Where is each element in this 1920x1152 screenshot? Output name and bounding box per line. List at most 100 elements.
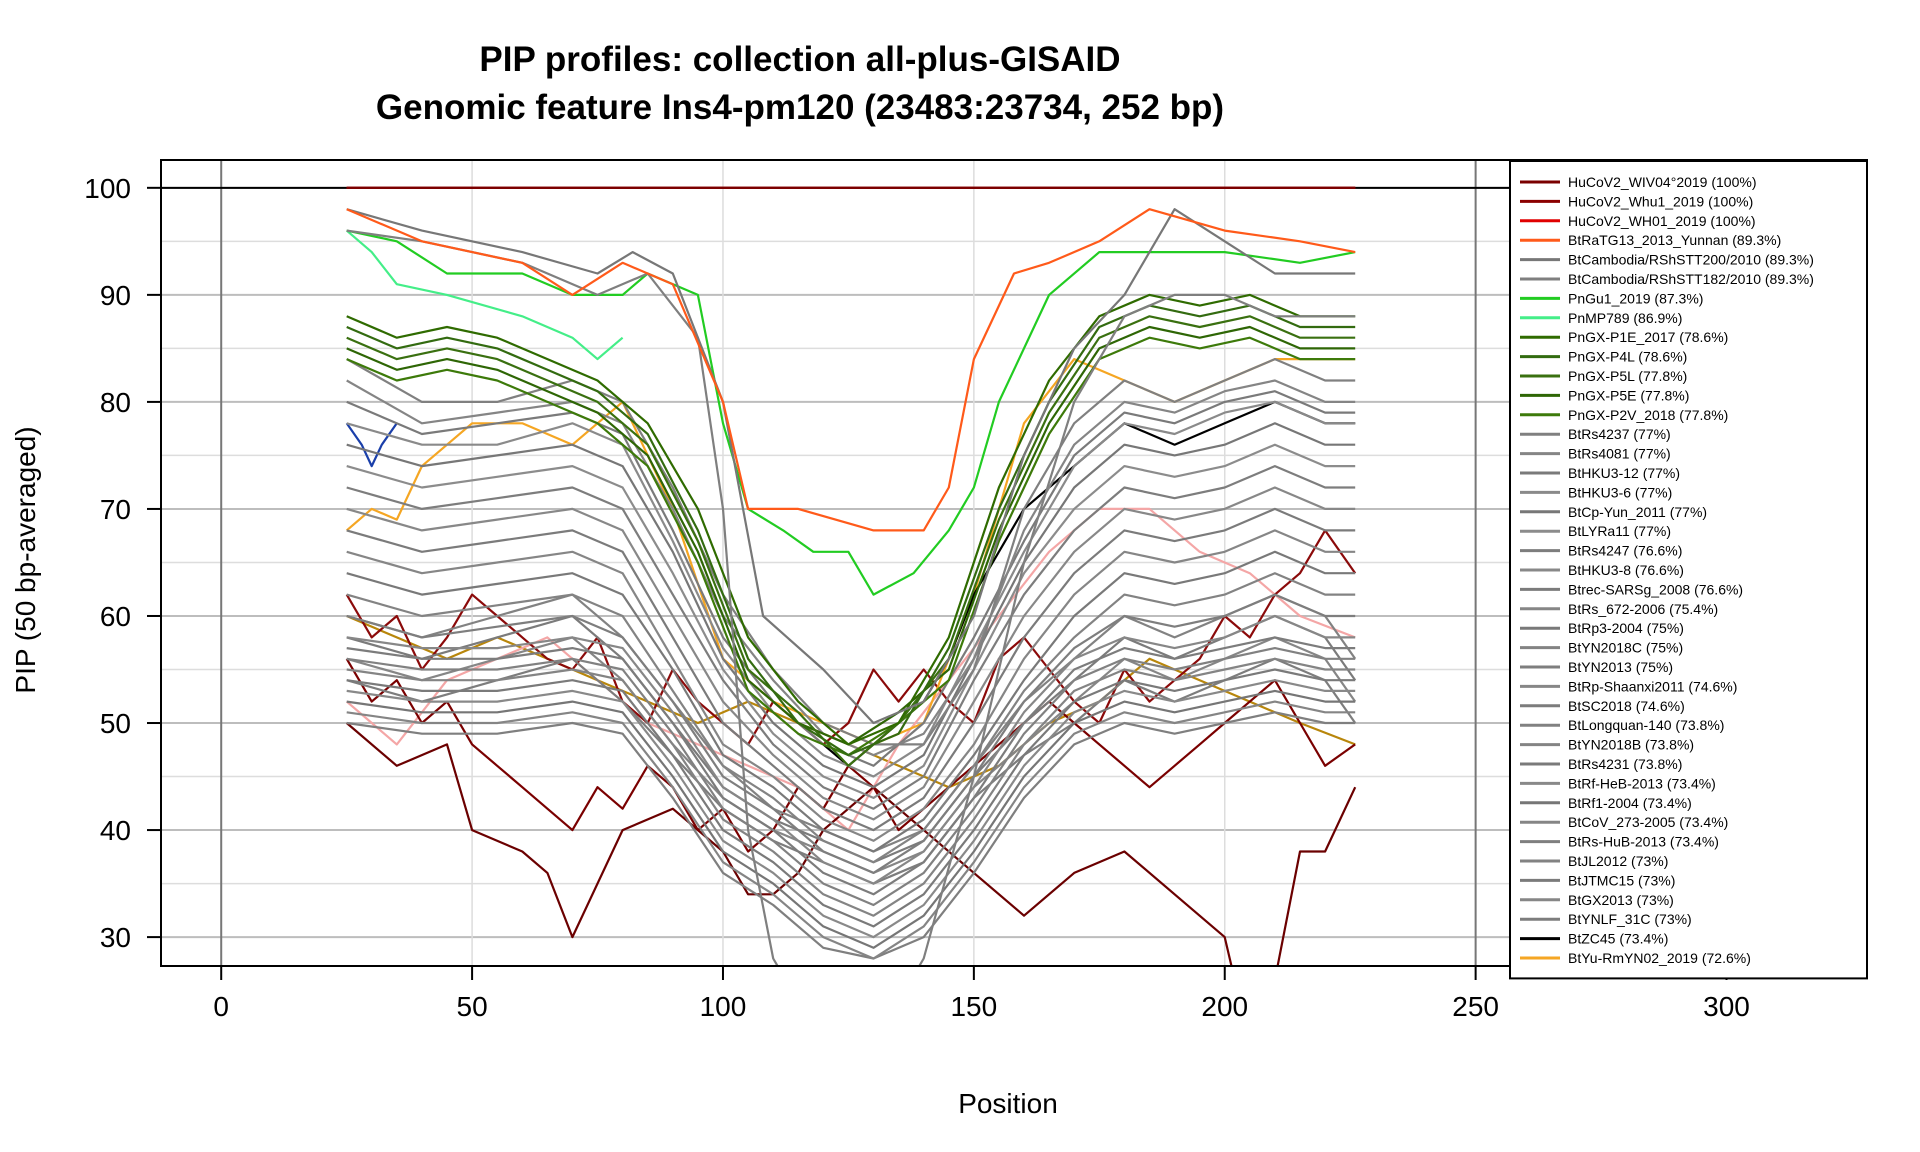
- legend-label: BtJL2012 (73%): [1568, 853, 1668, 869]
- legend-label: BtZC45 (73.4%): [1568, 931, 1668, 947]
- legend-label: BtRf-HeB-2013 (73.4%): [1568, 775, 1716, 791]
- legend-label: BtRp3-2004 (75%): [1568, 620, 1684, 636]
- legend-label: BtHKU3-8 (76.6%): [1568, 562, 1684, 578]
- series-line: [346, 700, 1356, 960]
- series-line: [346, 465, 1356, 810]
- legend-label: BtJTMC15 (73%): [1568, 872, 1675, 888]
- series-line: [346, 593, 1356, 875]
- legend-label: PnMP789 (86.9%): [1568, 310, 1682, 326]
- legend-label: BtHKU3-6 (77%): [1568, 484, 1672, 500]
- x-tick-label: 50: [457, 991, 488, 1022]
- chart-subtitle: Genomic feature Ins4-pm120 (23483:23734,…: [376, 88, 1224, 127]
- series-line: [346, 668, 1356, 928]
- legend-label: BtCp-Yun_2011 (77%): [1568, 504, 1707, 520]
- legend-label: BtYN2013 (75%): [1568, 659, 1673, 675]
- x-axis: 0 50 100 150 200 250 300: [213, 966, 1750, 1022]
- x-tick-label: 200: [1201, 991, 1248, 1022]
- legend-label: BtRs-HuB-2013 (73.4%): [1568, 834, 1719, 850]
- legend-label: BtYu-RmYN02_2019 (72.6%): [1568, 950, 1751, 966]
- y-tick-label: 30: [100, 922, 131, 953]
- series-line: [346, 507, 1356, 832]
- series-line: [346, 593, 1357, 853]
- series-line: [346, 657, 1357, 885]
- y-tick-label: 60: [100, 601, 131, 632]
- series-line: [345, 422, 398, 468]
- series-line: [345, 358, 1356, 746]
- series-line: [346, 636, 1357, 875]
- legend-label: HuCoV2_Whu1_2019 (100%): [1568, 193, 1753, 209]
- legend-label: BtSC2018 (74.6%): [1568, 698, 1685, 714]
- series-line: [346, 208, 1356, 725]
- series-line: [346, 550, 1356, 853]
- y-tick-label: 100: [84, 173, 131, 204]
- series-line: [346, 229, 1356, 966]
- series-line: [346, 689, 1356, 949]
- series-line: [346, 358, 1356, 746]
- legend-label: BtYN2018B (73.8%): [1568, 737, 1694, 753]
- series-line: [346, 315, 1356, 767]
- legend-label: BtYNLF_31C (73%): [1568, 911, 1692, 927]
- legend-label: HuCoV2_WIV04°2019 (100%): [1568, 174, 1756, 190]
- legend-label: BtRaTG13_2013_Yunnan (89.3%): [1568, 232, 1781, 248]
- series-line: [346, 400, 1356, 778]
- series-line: [346, 529, 1356, 842]
- y-tick-label: 50: [100, 708, 131, 739]
- series-line: [346, 229, 1356, 596]
- chart-title: PIP profiles: collection all-plus-GISAID: [479, 40, 1120, 79]
- series-line: [345, 529, 1357, 746]
- legend-label: BtCambodia/RShSTT200/2010 (89.3%): [1568, 252, 1814, 268]
- legend-label: PnGX-P4L (78.6%): [1568, 349, 1687, 365]
- legend-label: BtRs4247 (76.6%): [1568, 543, 1682, 559]
- legend-label: PnGX-P2V_2018 (77.8%): [1568, 407, 1728, 423]
- series-lines: [345, 186, 1357, 966]
- series-line: [346, 614, 1357, 864]
- x-tick-label: 100: [700, 991, 747, 1022]
- legend-box: [1509, 160, 1868, 980]
- legend-label: PnGX-P5L (77.8%): [1568, 368, 1687, 384]
- legend-label: BtLYRa11 (77%): [1568, 523, 1671, 539]
- legend-label: BtCoV_273-2005 (73.4%): [1568, 814, 1728, 830]
- y-tick-label: 90: [100, 280, 131, 311]
- series-line: [346, 614, 1356, 885]
- y-tick-label: 70: [100, 494, 131, 525]
- legend-label: HuCoV2_WH01_2019 (100%): [1568, 213, 1756, 229]
- series-line: [346, 422, 1356, 789]
- series-line: [346, 486, 1356, 821]
- legend-label: PnGu1_2019 (87.3%): [1568, 290, 1703, 306]
- x-tick-label: 300: [1703, 991, 1750, 1022]
- legend-label: BtRp-Shaanxi2011 (74.6%): [1568, 678, 1737, 694]
- y-axis: 30 40 50 60 70 80 90 100: [84, 173, 161, 953]
- legend-label: BtYN2018C (75%): [1568, 640, 1683, 656]
- legend-label: PnGX-P5E (77.8%): [1568, 387, 1689, 403]
- series-line: [346, 293, 1356, 746]
- x-tick-label: 250: [1452, 991, 1499, 1022]
- series-line: [346, 443, 1356, 800]
- series-line: [346, 572, 1356, 864]
- legend-label: BtCambodia/RShSTT182/2010 (89.3%): [1568, 271, 1814, 287]
- legend: HuCoV2_WIV04°2019 (100%) HuCoV2_Whu1_2019…: [1509, 160, 1868, 980]
- legend-label: Btrec-SARSg_2008 (76.6%): [1568, 581, 1743, 597]
- x-tick-label: 150: [950, 991, 997, 1022]
- legend-label: BtHKU3-12 (77%): [1568, 465, 1680, 481]
- series-line: [346, 208, 1356, 532]
- y-tick-label: 80: [100, 387, 131, 418]
- series-line: [346, 304, 1356, 757]
- series-line: [346, 711, 1356, 960]
- series-line: [346, 657, 1356, 917]
- y-tick-label: 40: [100, 815, 131, 846]
- legend-label: BtLongquan-140 (73.8%): [1568, 717, 1724, 733]
- y-axis-label: PIP (50 bp-averaged): [10, 426, 41, 693]
- series-line: [345, 229, 624, 361]
- x-axis-label: Position: [958, 1088, 1058, 1119]
- legend-label: BtRf1-2004 (73.4%): [1568, 795, 1692, 811]
- legend-label: BtRs4081 (77%): [1568, 446, 1671, 462]
- legend-label: BtGX2013 (73%): [1568, 892, 1674, 908]
- x-tick-label: 0: [213, 991, 229, 1022]
- legend-label: BtRs4237 (77%): [1568, 426, 1671, 442]
- legend-label: BtRs4231 (73.8%): [1568, 756, 1682, 772]
- series-line: [346, 679, 1356, 939]
- legend-label: PnGX-P1E_2017 (78.6%): [1568, 329, 1728, 345]
- series-line: [346, 636, 1356, 896]
- legend-label: BtRs_672-2006 (75.4%): [1568, 601, 1718, 617]
